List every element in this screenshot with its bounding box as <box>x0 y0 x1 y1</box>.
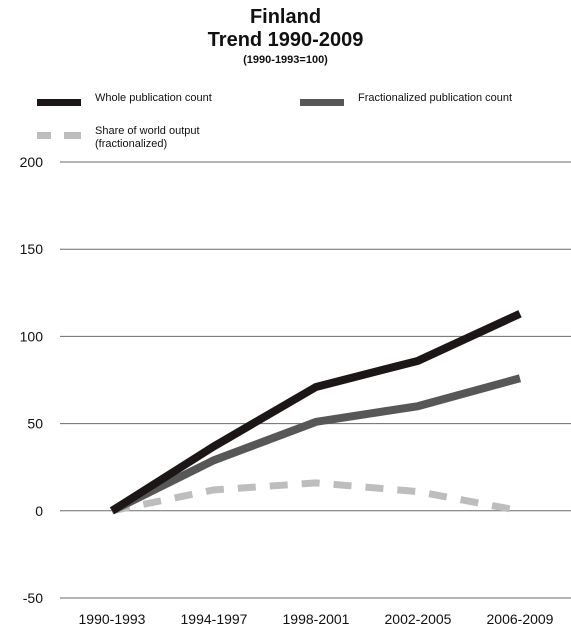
legend-swatch-whole <box>37 99 81 106</box>
chart-title: Finland <box>249 6 322 28</box>
legend-label-share-line-1: Share of world output <box>95 125 200 137</box>
legend-label-share-line-2: (fractionalized) <box>95 138 168 150</box>
legend-item-share: Share of world output (fractionalized) <box>37 125 200 151</box>
legend-label-share: Share of world output (fractionalized) <box>95 125 200 151</box>
y-tick-label: 0 <box>35 503 43 519</box>
legend-label-whole: Whole publication count <box>95 92 212 104</box>
chart-title-block: Finland Trend 1990-2009 (1990-1993=100) <box>0 6 571 67</box>
y-tick-label: -50 <box>23 590 43 606</box>
x-tick-label: 1998-2001 <box>283 611 350 627</box>
chart-note: (1990-1993=100) <box>243 54 328 66</box>
x-tick-label: 2002-2005 <box>385 611 452 627</box>
legend-swatch-share <box>37 132 81 139</box>
legend-label-fractionalized: Fractionalized publication count <box>358 92 513 104</box>
series-line-whole <box>109 310 522 515</box>
series-line-fractionalized <box>110 374 522 515</box>
legend-item-fractionalized: Fractionalized publication count <box>300 92 512 106</box>
y-tick-label: 200 <box>20 154 44 170</box>
x-tick-label: 1994-1997 <box>181 611 248 627</box>
y-tick-label: 100 <box>20 328 44 344</box>
x-tick-label: 2006-2009 <box>487 611 554 627</box>
legend-item-whole: Whole publication count <box>37 92 212 106</box>
series-line-share <box>111 479 521 515</box>
y-tick-label: 150 <box>20 241 44 257</box>
legend-swatch-fractionalized <box>300 99 344 106</box>
chart-subtitle: Trend 1990-2009 <box>207 29 364 51</box>
y-tick-label: 50 <box>27 416 43 432</box>
x-tick-label: 1990-1993 <box>79 611 146 627</box>
